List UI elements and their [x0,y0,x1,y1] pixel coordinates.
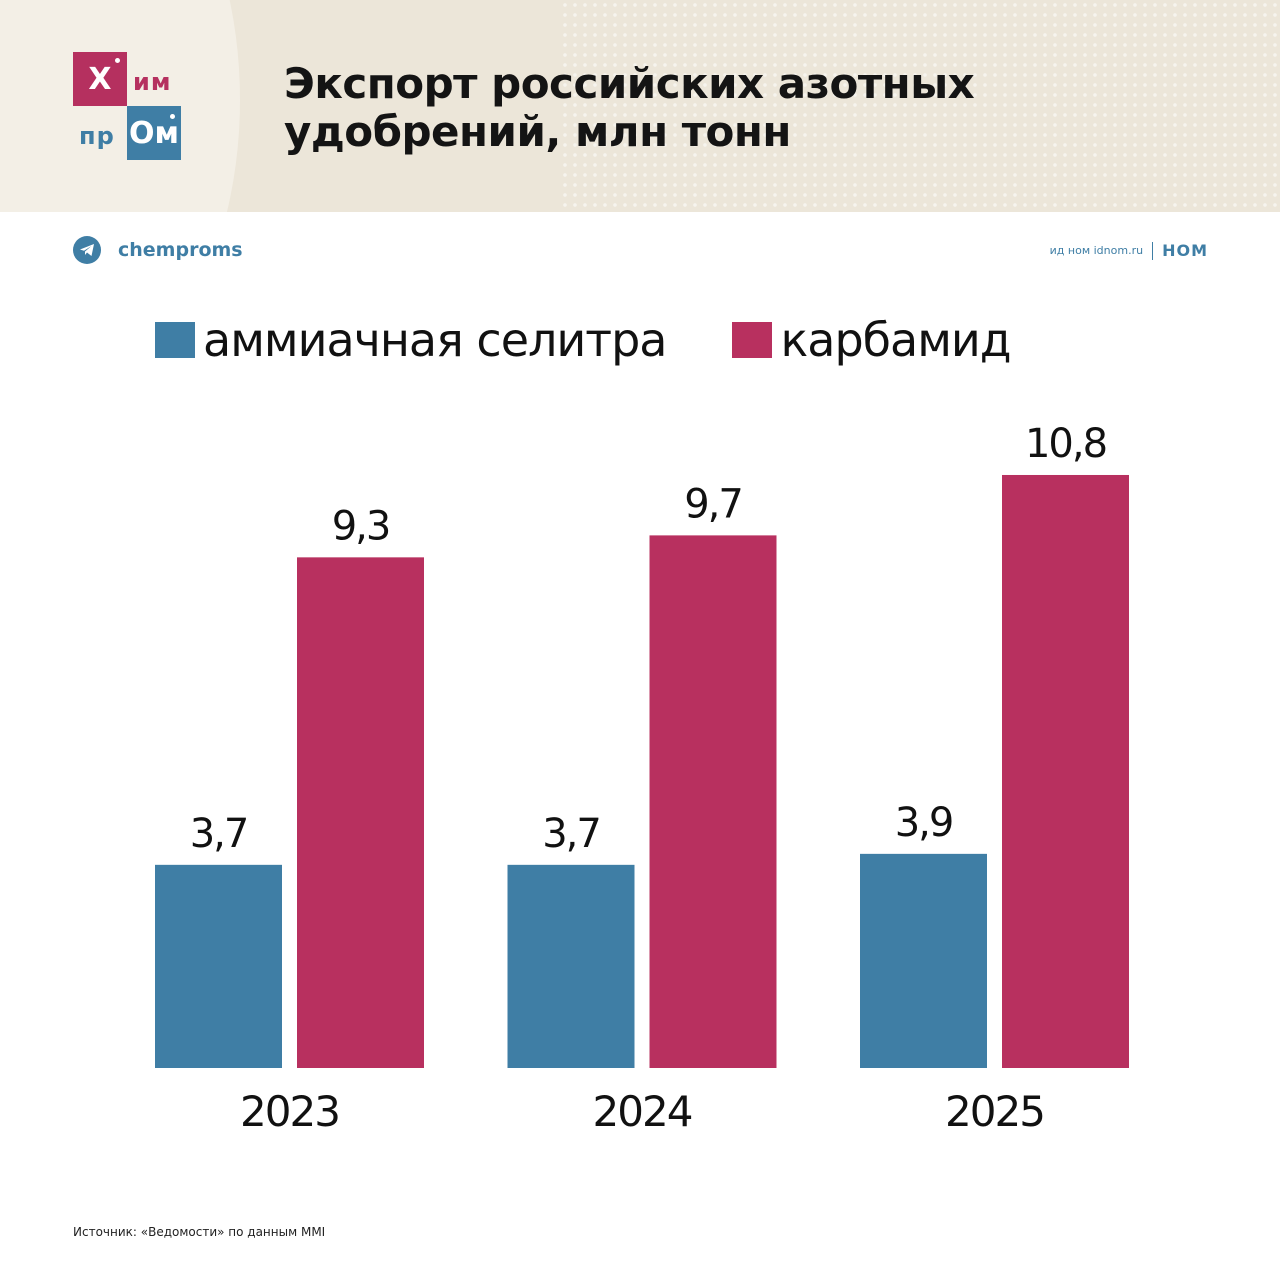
x-tick-label-2025: 2025 [945,1087,1044,1136]
header-circle-decoration [0,0,240,212]
data-label-urea-2024: 9,7 [684,481,742,527]
publisher-brand: ид ном idnom.ru НОМ [1050,241,1208,260]
bar-ammonium-2024 [507,864,635,1068]
data-label-ammonium-2024: 3,7 [542,811,600,857]
logo-dot [170,114,175,119]
header-banner: Х им пр Ом Экспорт российских азотных уд… [0,0,1280,212]
legend-swatch-ammonium [155,322,195,358]
logo-cell-om: Ом [127,106,181,160]
telegram-channel-link[interactable]: chemproms [73,236,243,264]
brand-divider [1152,241,1154,260]
data-label-urea-2025: 10,8 [1025,421,1106,467]
telegram-icon [73,236,101,264]
legend-item-urea: карбамид [732,312,1012,368]
bar-urea-2023 [297,557,424,1068]
bar-ammonium-2025 [860,853,987,1068]
legend-item-ammonium: аммиачная селитра [155,312,667,368]
channel-name: chemproms [118,239,243,261]
chart-legend: аммиачная селитра карбамид [155,312,1077,368]
legend-label-ammonium: аммиачная селитра [203,313,667,367]
data-label-ammonium-2023: 3,7 [190,811,248,857]
publisher-site: ид ном idnom.ru [1049,244,1144,257]
legend-swatch-urea [732,322,773,358]
bar-ammonium-2023 [155,864,282,1068]
x-tick-label-2024: 2024 [593,1087,692,1136]
data-label-urea-2023: 9,3 [332,503,390,549]
logo-text-pr: пр [79,122,115,150]
logo-text-im: им [133,68,172,96]
source-note: Источник: «Ведомости» по данным MMI [73,1225,326,1239]
bar-urea-2025 [1002,474,1129,1068]
bar-urea-2024 [649,535,777,1068]
logo-dot [115,58,120,63]
header-dot-pattern [560,0,1280,212]
data-label-ammonium-2025: 3,9 [895,800,953,846]
khimprom-logo: Х им пр Ом [73,52,183,164]
page-title: Экспорт российских азотных удобрений, мл… [284,59,975,156]
x-tick-label-2023: 2023 [240,1087,339,1136]
publisher-name: НОМ [1162,241,1208,260]
legend-label-urea: карбамид [780,313,1011,367]
